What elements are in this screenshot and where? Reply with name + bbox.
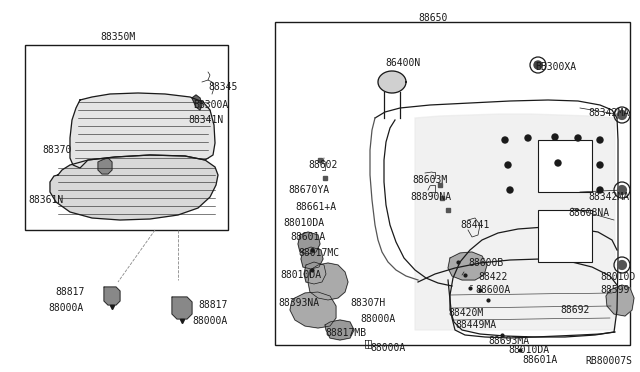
Text: 88307H: 88307H bbox=[350, 298, 385, 308]
Polygon shape bbox=[325, 320, 354, 340]
Circle shape bbox=[502, 137, 508, 143]
Polygon shape bbox=[172, 297, 192, 319]
Text: 88601A: 88601A bbox=[290, 232, 325, 242]
Circle shape bbox=[597, 137, 603, 143]
Text: 88600A: 88600A bbox=[475, 285, 510, 295]
Circle shape bbox=[618, 186, 627, 195]
Text: 88692: 88692 bbox=[560, 305, 589, 315]
Text: 88603M: 88603M bbox=[412, 175, 447, 185]
Text: BB300XA: BB300XA bbox=[535, 62, 576, 72]
Circle shape bbox=[552, 134, 558, 140]
Polygon shape bbox=[606, 285, 634, 316]
Text: 88010DA: 88010DA bbox=[283, 218, 324, 228]
Text: 88000A: 88000A bbox=[360, 314, 396, 324]
Circle shape bbox=[555, 160, 561, 166]
Bar bbox=[275, 22, 630, 345]
Circle shape bbox=[505, 162, 511, 168]
Text: 88817MB: 88817MB bbox=[325, 328, 366, 338]
Polygon shape bbox=[308, 263, 348, 300]
Text: 88370: 88370 bbox=[42, 145, 72, 155]
Polygon shape bbox=[98, 158, 112, 174]
Polygon shape bbox=[290, 292, 336, 328]
Text: RB80007S: RB80007S bbox=[585, 356, 632, 366]
Text: 88817: 88817 bbox=[55, 287, 84, 297]
Circle shape bbox=[507, 187, 513, 193]
Text: 88350M: 88350M bbox=[100, 32, 135, 42]
Polygon shape bbox=[415, 114, 615, 330]
Circle shape bbox=[534, 61, 542, 69]
Text: 88010DA: 88010DA bbox=[280, 270, 321, 280]
Bar bbox=[538, 210, 592, 262]
Circle shape bbox=[575, 135, 581, 141]
Bar bbox=[538, 140, 592, 192]
Text: 88650: 88650 bbox=[418, 13, 447, 23]
Circle shape bbox=[597, 187, 603, 193]
Polygon shape bbox=[50, 155, 218, 220]
Text: BB300A: BB300A bbox=[193, 100, 228, 110]
Text: 88000A: 88000A bbox=[48, 303, 83, 313]
Text: 88599: 88599 bbox=[600, 285, 629, 295]
Text: 88422: 88422 bbox=[478, 272, 508, 282]
Text: 88342MA: 88342MA bbox=[588, 108, 629, 118]
Text: 88890NA: 88890NA bbox=[410, 192, 451, 202]
Text: 88420M: 88420M bbox=[448, 308, 483, 318]
Circle shape bbox=[525, 135, 531, 141]
Text: 88010D: 88010D bbox=[600, 272, 636, 282]
Text: 88393NA: 88393NA bbox=[278, 298, 319, 308]
Text: 88000A: 88000A bbox=[192, 316, 227, 326]
Circle shape bbox=[618, 110, 627, 119]
Text: 88341N: 88341N bbox=[188, 115, 223, 125]
Polygon shape bbox=[298, 232, 320, 254]
Polygon shape bbox=[104, 287, 120, 305]
Text: 86400N: 86400N bbox=[385, 58, 420, 68]
Text: 88602: 88602 bbox=[308, 160, 337, 170]
Text: 88441: 88441 bbox=[460, 220, 490, 230]
Circle shape bbox=[618, 261, 627, 269]
Polygon shape bbox=[304, 262, 326, 284]
Text: 88693MA: 88693MA bbox=[488, 336, 529, 346]
Text: 88608NA: 88608NA bbox=[568, 208, 609, 218]
Text: 88342MA: 88342MA bbox=[588, 192, 629, 202]
Polygon shape bbox=[70, 93, 215, 168]
Text: 88017MC: 88017MC bbox=[298, 248, 339, 258]
Circle shape bbox=[597, 162, 603, 168]
Text: 88817: 88817 bbox=[198, 300, 227, 310]
Text: 88600B: 88600B bbox=[468, 258, 503, 268]
Text: 88361N: 88361N bbox=[28, 195, 63, 205]
Text: 88670YA: 88670YA bbox=[288, 185, 329, 195]
Text: 88449MA: 88449MA bbox=[455, 320, 496, 330]
Text: 88010DA: 88010DA bbox=[508, 345, 549, 355]
Text: 88000A: 88000A bbox=[370, 343, 405, 353]
Text: 88661+A: 88661+A bbox=[295, 202, 336, 212]
Text: 88345: 88345 bbox=[208, 82, 237, 92]
Polygon shape bbox=[448, 252, 487, 280]
Polygon shape bbox=[192, 95, 202, 110]
Polygon shape bbox=[301, 247, 323, 269]
Bar bbox=[25, 45, 228, 230]
Text: 88601A: 88601A bbox=[522, 355, 557, 365]
Polygon shape bbox=[378, 71, 406, 93]
